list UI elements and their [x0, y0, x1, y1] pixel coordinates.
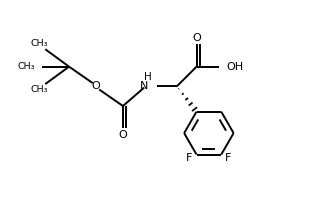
Text: CH₃: CH₃ [31, 39, 48, 48]
Text: O: O [118, 129, 127, 140]
Text: H: H [145, 72, 152, 82]
Text: F: F [186, 153, 193, 163]
Text: O: O [92, 81, 100, 91]
Text: CH₃: CH₃ [31, 85, 48, 94]
Text: N: N [140, 81, 149, 91]
Text: F: F [225, 153, 232, 163]
Text: O: O [192, 33, 201, 43]
Text: OH: OH [227, 62, 244, 72]
Text: CH₃: CH₃ [18, 62, 35, 71]
